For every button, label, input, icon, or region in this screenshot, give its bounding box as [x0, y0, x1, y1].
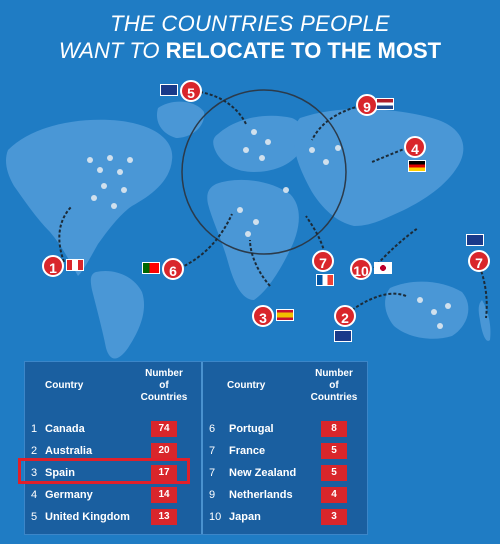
header-number-right: Number of Countries — [310, 368, 358, 403]
row-country: Canada — [45, 423, 85, 435]
row-value-badge: 8 — [321, 421, 347, 437]
table-row: 4 Germany 14 — [25, 484, 201, 506]
marker-new-zealand: 7 — [468, 250, 490, 272]
row-value-badge: 14 — [151, 487, 177, 503]
header-number-left: Number of Countries — [140, 368, 188, 403]
row-country: Netherlands — [229, 489, 293, 501]
map-europe — [213, 115, 306, 172]
row-value-badge: 13 — [151, 509, 177, 525]
flag-portugal-icon — [142, 262, 160, 274]
table-row: 6 Portugal 8 — [203, 418, 367, 440]
row-country: France — [229, 445, 266, 457]
row-rank: 1 — [31, 423, 38, 435]
marker-spain: 3 — [252, 305, 274, 327]
row-value-badge: 4 — [321, 487, 347, 503]
row-value-badge: 5 — [321, 465, 347, 481]
row-rank: 3 — [31, 467, 38, 479]
table-divider — [201, 362, 203, 534]
row-rank: 7 — [209, 467, 216, 479]
flag-australia-icon — [334, 330, 352, 342]
header-country-right: Country — [227, 380, 266, 391]
ranking-table: Country Number of Countries 1 Canada 7 4 … — [24, 361, 368, 535]
map-greenland — [156, 101, 205, 138]
table-row: 10 Japan 3 — [203, 506, 367, 528]
flag-spain-icon — [276, 309, 294, 321]
row-value-badge: 17 — [151, 465, 177, 481]
row-country: United Kingdom — [45, 511, 130, 523]
title-line-1: THE COUNTRIES PEOPLE — [110, 11, 390, 36]
marker-australia: 2 — [334, 305, 356, 327]
row-rank: 6 — [209, 423, 216, 435]
row-country: Spain — [45, 467, 75, 479]
crowd-markers — [87, 129, 451, 329]
europe-magnifier — [181, 89, 347, 255]
flag-germany-icon — [408, 160, 426, 172]
marker-netherlands: 9 — [356, 94, 378, 116]
map-south-america — [90, 270, 145, 359]
row-rank: 4 — [31, 489, 38, 501]
flag-united-kingdom-icon — [160, 84, 178, 96]
row-rank: 7 — [209, 445, 216, 457]
marker-canada: 1 — [42, 255, 64, 277]
title-line-2-prefix: WANT TO — [58, 38, 160, 63]
marker-united-kingdom: 5 — [180, 80, 202, 102]
row-rank: 9 — [209, 489, 216, 501]
row-value-badge: 20 — [151, 443, 177, 459]
map-new-zealand — [478, 300, 491, 341]
flag-netherlands-icon — [376, 98, 394, 110]
marker-portugal: 6 — [162, 258, 184, 280]
infographic-title: THE COUNTRIES PEOPLE WANT TO RELOCATE TO… — [0, 10, 500, 64]
flag-france-icon — [316, 274, 334, 286]
row-value-badge: 5 — [321, 443, 347, 459]
row-country: Japan — [229, 511, 261, 523]
marker-france: 7 — [312, 250, 334, 272]
table-row: 7 France 5 — [203, 440, 367, 462]
title-line-2-bold: RELOCATE TO THE MOST — [165, 38, 442, 63]
ranking-table-left: Country Number of Countries 1 Canada 74 … — [25, 362, 201, 534]
row-country: New Zealand — [229, 467, 297, 479]
table-row: 5 United Kingdom 13 — [25, 506, 201, 528]
table-header-left: Country Number of Countries — [25, 362, 201, 414]
row-country: Australia — [45, 445, 93, 457]
row-country: Portugal — [229, 423, 274, 435]
table-header-right: Country Number of Countries — [203, 362, 367, 414]
table-row: 1 Canada 74 — [25, 418, 201, 440]
row-value-badge: 3 — [321, 509, 347, 525]
map-australia — [385, 281, 469, 339]
table-row: 7 New Zealand 5 — [203, 462, 367, 484]
map-asia — [294, 108, 464, 226]
map-africa — [207, 179, 299, 300]
row-country: Germany — [45, 489, 93, 501]
flag-new-zealand-icon — [466, 234, 484, 246]
table-row: 2 Australia 20 — [25, 440, 201, 462]
row-rank: 2 — [31, 445, 38, 457]
row-rank: 10 — [209, 511, 222, 523]
spain-row-highlight — [18, 458, 190, 484]
flag-canada-icon — [66, 259, 84, 271]
flag-japan-icon — [374, 262, 392, 274]
ranking-table-right: Country Number of Countries 6 Portugal 8… — [203, 362, 367, 534]
row-value-badge: 74 — [151, 421, 177, 437]
map-north-america — [6, 119, 173, 276]
table-row: 3 Spain 17 — [25, 462, 201, 484]
header-country-left: Country — [45, 380, 84, 391]
marker-germany: 4 — [404, 136, 426, 158]
row-rank: 5 — [31, 511, 38, 523]
marker-japan: 10 — [350, 258, 372, 280]
table-row: 9 Netherlands 4 — [203, 484, 367, 506]
